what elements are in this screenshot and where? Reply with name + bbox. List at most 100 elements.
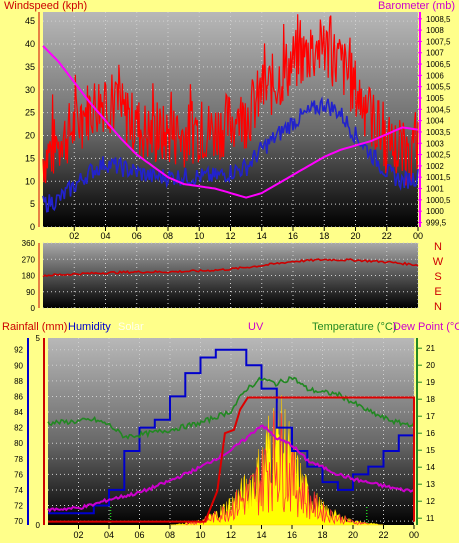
baro-ytick-label: 1003 [426,139,444,148]
rainfall-axis-title: Rainfall (mm) [2,321,67,333]
wind-xtick-label: 20 [350,231,360,241]
baro-ytick-label: 1006,5 [426,60,451,69]
barometer-axis-title: Barometer (mb) [378,0,455,12]
compass-label: W [433,256,444,268]
baro-ytick-label: 1008 [426,26,444,35]
baro-ytick-label: 1003,5 [426,128,451,137]
temp-axes: 02 04 06 08 10 12 14 16 18 20 22 00 70 72 74 76 78 80 82 84… [14,334,435,540]
wind-xtick-label: 08 [163,231,173,241]
wind-ytick-label: 5 [30,199,35,209]
temp-ytick-label: 18 [426,395,435,404]
temp-ytick-label: 17 [426,412,435,421]
wind-xtick-label: 14 [257,231,267,241]
baro-ytick-label: 1008,5 [426,15,451,24]
baro-ytick-label: 1005 [426,94,444,103]
wind-ytick-label: 45 [25,16,35,26]
baro-ytick-label: 1006 [426,71,444,80]
wind-xtick-label: 10 [194,231,204,241]
compass-label: S [434,271,441,283]
humidity-line [48,348,414,515]
humidity-ytick-label: 76 [14,470,23,479]
temp-xtick-label: 00 [409,530,419,540]
rainfall-line [48,396,415,523]
temp-xtick-label: 06 [134,530,144,540]
uv-legend-label: UV [248,321,264,333]
humidity-ytick-label: 74 [14,486,23,495]
direction-ytick-label: 270 [22,255,36,264]
temp-xtick-label: 16 [287,530,297,540]
temp-xtick-label: 18 [317,530,327,540]
humidity-ytick-label: 88 [14,377,23,386]
wind-xtick-label: 00 [413,231,423,241]
wind-axes: 02 04 06 08 10 12 14 16 18 20 22 000510152025303540… [25,12,451,241]
rain-ytick-label: 0 [36,521,41,530]
wind-ytick-label: 0 [30,222,35,232]
temp-ytick-label: 14 [426,463,435,472]
wind-barometer-chart: 02 04 06 08 10 12 14 16 18 20 22 000510152025303540… [4,0,455,241]
dewpoint-line [47,424,415,513]
baro-ytick-label: 1005,5 [426,83,451,92]
baro-ytick-label: 1001 [426,185,444,194]
direction-ytick-label: 360 [22,239,36,248]
temp-xtick-label: 04 [104,530,114,540]
temp-series [47,348,415,526]
rain-humidity-temperature-chart: 02 04 06 08 10 12 14 16 18 20 22 00 70 72 74 76 78 80 82 84… [2,321,459,540]
uv-line [185,410,369,526]
wind-gust-line [42,14,419,186]
direction-ytick-label: 180 [22,272,36,281]
temperature-line [47,376,415,440]
wind-xtick-label: 06 [132,231,142,241]
wind-ytick-label: 25 [25,108,35,118]
temp-ytick-label: 16 [426,429,435,438]
wind-ytick-label: 30 [25,85,35,95]
direction-gridlines [43,242,419,309]
compass-label: N [434,301,442,313]
wind-ytick-label: 10 [25,176,35,186]
humidity-axis-title: Humidity [68,321,111,333]
baro-ytick-label: 1007,5 [426,37,451,46]
baro-ytick-label: 1000 [426,207,444,216]
temp-xtick-label: 10 [195,530,205,540]
humidity-ytick-label: 78 [14,455,23,464]
temp-ytick-label: 13 [426,480,435,489]
baro-ytick-label: 1000,5 [426,196,451,205]
wind-xtick-label: 18 [319,231,329,241]
humidity-ytick-label: 80 [14,439,23,448]
temp-ytick-label: 19 [426,378,435,387]
baro-ytick-label: 1002 [426,162,444,171]
wind-xtick-label: 12 [225,231,235,241]
wind-xtick-label: 16 [288,231,298,241]
humidity-ytick-label: 82 [14,424,23,433]
temp-xtick-label: 14 [256,530,266,540]
humidity-ytick-label: 72 [14,502,23,511]
dewpoint-axis-title: Dew Point (°C) [393,321,459,333]
humidity-ytick-label: 84 [14,408,23,417]
compass-label: N [434,241,442,253]
compass-label: E [434,286,441,298]
humidity-ytick-label: 70 [14,517,23,526]
temp-xtick-label: 02 [73,530,83,540]
baro-ytick-label: 999,5 [426,218,447,227]
direction-ytick-label: 0 [31,304,36,313]
wind-xtick-label: 02 [69,231,79,241]
temp-xtick-label: 08 [165,530,175,540]
humidity-ytick-label: 90 [14,361,23,370]
baro-ytick-label: 1007 [426,49,444,58]
temperature-axis-title: Temperature (°C) [312,321,396,333]
wind-xtick-label: 22 [382,231,392,241]
wind-xtick-label: 04 [100,231,110,241]
direction-ytick-label: 90 [26,288,35,297]
temp-xtick-label: 22 [378,530,388,540]
baro-ytick-label: 1004,5 [426,105,451,114]
temp-ytick-label: 21 [426,344,435,353]
temp-ytick-label: 12 [426,497,435,506]
temp-ytick-label: 11 [426,514,435,523]
temp-xtick-label: 12 [226,530,236,540]
windspeed-axis-title: Windspeed (kph) [4,0,87,12]
wind-ytick-label: 20 [25,131,35,141]
temp-ytick-label: 15 [426,446,435,455]
baro-ytick-label: 1001,5 [426,173,451,182]
humidity-ytick-label: 86 [14,392,23,401]
